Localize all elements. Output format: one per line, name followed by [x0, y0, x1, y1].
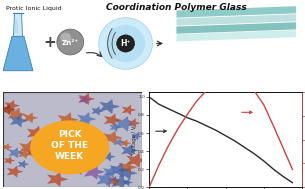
Text: +: +: [43, 35, 56, 50]
Polygon shape: [46, 141, 63, 153]
Polygon shape: [92, 141, 106, 152]
Polygon shape: [73, 165, 87, 175]
Polygon shape: [3, 36, 33, 71]
Text: Zn²⁺: Zn²⁺: [62, 40, 79, 46]
Circle shape: [30, 120, 109, 174]
Polygon shape: [103, 131, 123, 145]
Y-axis label: Voltage / V: Voltage / V: [132, 125, 137, 154]
Polygon shape: [122, 179, 133, 186]
Polygon shape: [4, 100, 20, 111]
FancyArrowPatch shape: [86, 52, 102, 57]
Polygon shape: [78, 152, 97, 166]
Polygon shape: [14, 19, 19, 33]
Polygon shape: [2, 143, 13, 151]
Polygon shape: [7, 108, 27, 121]
Polygon shape: [122, 105, 136, 115]
Polygon shape: [104, 113, 122, 127]
Circle shape: [117, 35, 135, 52]
Polygon shape: [47, 172, 69, 187]
Polygon shape: [30, 140, 40, 148]
Polygon shape: [114, 116, 136, 132]
Polygon shape: [114, 138, 125, 146]
Circle shape: [99, 18, 152, 69]
FancyBboxPatch shape: [3, 92, 142, 187]
Polygon shape: [176, 14, 296, 26]
Polygon shape: [42, 159, 53, 167]
Polygon shape: [57, 112, 79, 128]
Polygon shape: [103, 166, 120, 178]
Polygon shape: [111, 175, 131, 189]
Polygon shape: [52, 123, 75, 139]
Polygon shape: [107, 176, 122, 186]
Polygon shape: [176, 6, 296, 18]
Polygon shape: [78, 93, 95, 105]
Polygon shape: [8, 147, 23, 158]
Polygon shape: [91, 106, 104, 116]
Circle shape: [60, 33, 71, 43]
Polygon shape: [121, 144, 138, 157]
Polygon shape: [126, 153, 147, 168]
Polygon shape: [109, 123, 122, 132]
Text: Coordination Polymer Glass: Coordination Polymer Glass: [106, 3, 247, 12]
Circle shape: [57, 29, 84, 55]
Polygon shape: [77, 112, 97, 126]
Polygon shape: [0, 104, 16, 115]
Polygon shape: [10, 114, 28, 128]
Polygon shape: [120, 139, 131, 147]
Polygon shape: [13, 13, 23, 36]
Text: Protic Ionic Liquid: Protic Ionic Liquid: [6, 6, 62, 11]
Polygon shape: [59, 148, 74, 158]
Polygon shape: [23, 112, 38, 123]
Polygon shape: [131, 132, 142, 140]
Polygon shape: [26, 149, 38, 158]
Polygon shape: [99, 99, 120, 114]
Polygon shape: [30, 138, 46, 150]
Polygon shape: [86, 134, 96, 141]
Circle shape: [106, 25, 145, 62]
Polygon shape: [27, 126, 47, 140]
Polygon shape: [118, 166, 138, 180]
Polygon shape: [7, 166, 23, 178]
Polygon shape: [109, 163, 130, 177]
Polygon shape: [40, 137, 56, 149]
Polygon shape: [46, 134, 67, 149]
Polygon shape: [176, 30, 296, 41]
Polygon shape: [96, 172, 118, 187]
Polygon shape: [18, 160, 29, 168]
Polygon shape: [176, 22, 296, 34]
Polygon shape: [38, 134, 52, 143]
Polygon shape: [119, 160, 138, 174]
Polygon shape: [75, 156, 97, 172]
Polygon shape: [72, 152, 84, 161]
Polygon shape: [33, 132, 53, 147]
Polygon shape: [102, 152, 116, 162]
Text: H⁺: H⁺: [120, 39, 131, 48]
Polygon shape: [79, 95, 92, 105]
FancyArrowPatch shape: [157, 41, 162, 46]
Polygon shape: [19, 140, 39, 155]
Polygon shape: [127, 118, 141, 128]
Polygon shape: [18, 149, 32, 159]
Polygon shape: [88, 137, 104, 149]
Polygon shape: [4, 156, 16, 165]
Polygon shape: [68, 122, 90, 138]
Text: PICK
OF THE
WEEK: PICK OF THE WEEK: [51, 130, 88, 161]
Polygon shape: [84, 164, 106, 180]
